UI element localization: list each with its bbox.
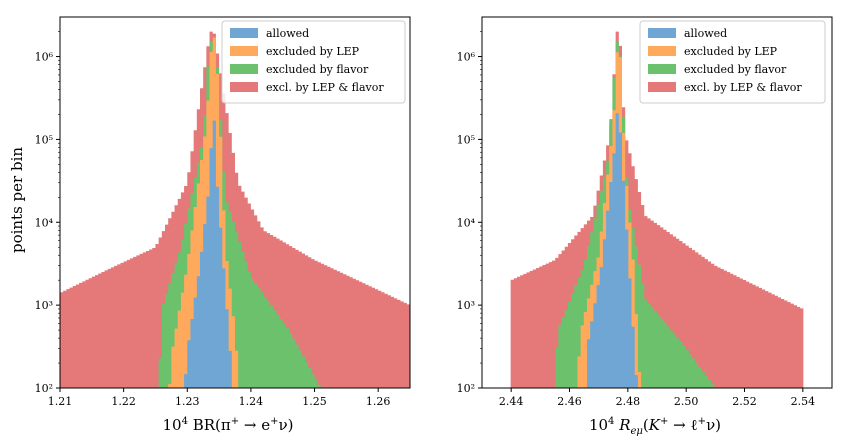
left-legend-box: [221, 20, 406, 104]
y-tick-label: 10⁴: [35, 216, 54, 229]
left-legend-excluded-flavor: excluded by flavor: [266, 63, 369, 76]
x-tick-label: 2.52: [732, 395, 757, 408]
left-histogram-bars: [60, 31, 410, 389]
right-legend-excluded-flavor: excluded by flavor: [684, 63, 787, 76]
right-x-axis-label: 104 Reμ(K+ → ℓ+ν): [589, 416, 721, 437]
right-axis-ticks: 2.44 2.46 2.48 2.50 2.52 2.54 10² 10³ 10⁴ 10⁵ 10⁶: [457, 31, 816, 408]
left-plot-frame: [59, 16, 411, 389]
left-legend-excluded-lep: excluded by LEP: [266, 45, 360, 58]
x-tick-label: 2.46: [557, 395, 582, 408]
x-tick-label: 1.21: [48, 395, 73, 408]
left-legend-swatch-allowed: [230, 28, 258, 38]
histogram-series-allowed: [587, 113, 638, 388]
right-histogram-bars: [510, 31, 804, 389]
left-axis-ticks: 1.21 1.22 1.23 1.24 1.25 1.26 10² 10³ 10⁴ 10⁵ 10⁶: [35, 31, 391, 408]
histogram-series-allowed: [184, 120, 232, 388]
histogram-series-excl-by-lep-flavor: [60, 31, 410, 389]
right-legend-swatch-lep: [648, 46, 676, 56]
x-tick-label: 2.50: [674, 395, 699, 408]
y-tick-label: 10⁶: [457, 51, 476, 64]
right-histogram-panel: 2.44 2.46 2.48 2.50 2.52 2.5410²10³10⁴10⁵10⁶ …: [457, 16, 833, 437]
left-legend-excluded-both: excl. by LEP & flavor: [266, 81, 384, 94]
left-x-axis-label: 104 BR(π+ → e+ν): [162, 416, 293, 434]
right-legend-box: [639, 20, 826, 104]
left-legend-swatch-both: [230, 82, 258, 92]
x-tick-label: 1.23: [175, 395, 200, 408]
y-tick-label: 10³: [35, 299, 53, 312]
right-legend-swatch-allowed: [648, 28, 676, 38]
right-legend-excluded-both: excl. by LEP & flavor: [684, 81, 802, 94]
x-tick-label: 2.44: [499, 395, 524, 408]
left-legend-swatch-flavor: [230, 64, 258, 74]
x-tick-label: 2.54: [791, 395, 816, 408]
y-tick-label: 10⁵: [35, 133, 53, 146]
left-histogram-panel: 1.21 1.22 1.23 1.24 1.25 1.2610²10³10⁴10⁵10⁶ …: [35, 16, 411, 434]
x-tick-label: 1.22: [111, 395, 136, 408]
y-tick-label: 10⁶: [35, 51, 54, 64]
right-legend-swatch-both: [648, 82, 676, 92]
right-plot-frame: [481, 16, 833, 389]
x-tick-label: 1.25: [302, 395, 327, 408]
left-legend: allowed excluded by LEP excluded by flav…: [221, 20, 406, 104]
left-legend-allowed: allowed: [266, 27, 309, 40]
y-tick-label: 10³: [457, 299, 475, 312]
right-legend: allowed excluded by LEP excluded by flav…: [639, 20, 826, 104]
right-legend-excluded-lep: excluded by LEP: [684, 45, 778, 58]
right-legend-swatch-flavor: [648, 64, 676, 74]
x-tick-label: 2.48: [616, 395, 641, 408]
y-tick-label: 10⁵: [457, 133, 475, 146]
y-tick-label: 10²: [457, 382, 475, 395]
y-axis-label: points per bin: [8, 147, 26, 253]
x-tick-label: 1.26: [366, 395, 391, 408]
y-tick-label: 10²: [35, 382, 53, 395]
x-tick-label: 1.24: [239, 395, 264, 408]
right-legend-allowed: allowed: [684, 27, 727, 40]
y-tick-label: 10⁴: [457, 216, 476, 229]
left-legend-swatch-lep: [230, 46, 258, 56]
